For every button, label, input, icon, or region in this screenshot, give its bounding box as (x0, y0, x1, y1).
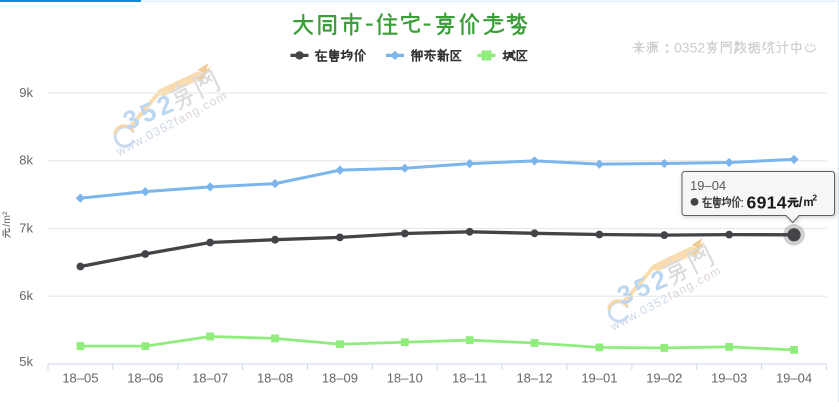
svg-text:8k: 8k (19, 153, 33, 168)
svg-text:18–10: 18–10 (387, 370, 423, 385)
svg-text:18–08: 18–08 (257, 370, 293, 385)
svg-text:19–02: 19–02 (646, 370, 682, 385)
svg-text:/m²: /m² (1, 211, 13, 227)
svg-text::: : (741, 195, 745, 210)
svg-text:18–09: 18–09 (322, 370, 358, 385)
svg-text:7k: 7k (19, 220, 33, 235)
svg-text:18–11: 18–11 (452, 370, 487, 385)
svg-text:18–05: 18–05 (62, 370, 98, 385)
svg-text:18–06: 18–06 (127, 370, 163, 385)
svg-text:/: / (799, 195, 803, 210)
svg-text:18–12: 18–12 (516, 370, 552, 385)
svg-text:5k: 5k (19, 354, 33, 369)
svg-text:18–07: 18–07 (192, 370, 228, 385)
svg-text:0352: 0352 (674, 39, 705, 55)
svg-text:9k: 9k (19, 85, 33, 100)
svg-text:6k: 6k (19, 288, 33, 303)
svg-text:19–01: 19–01 (581, 370, 617, 385)
svg-text:19–04: 19–04 (690, 178, 726, 193)
svg-text:m: m (803, 197, 813, 209)
svg-text:19–03: 19–03 (711, 370, 747, 385)
svg-text:19–04: 19–04 (776, 370, 812, 385)
svg-text:6914: 6914 (747, 192, 787, 212)
svg-text:2: 2 (812, 193, 817, 203)
